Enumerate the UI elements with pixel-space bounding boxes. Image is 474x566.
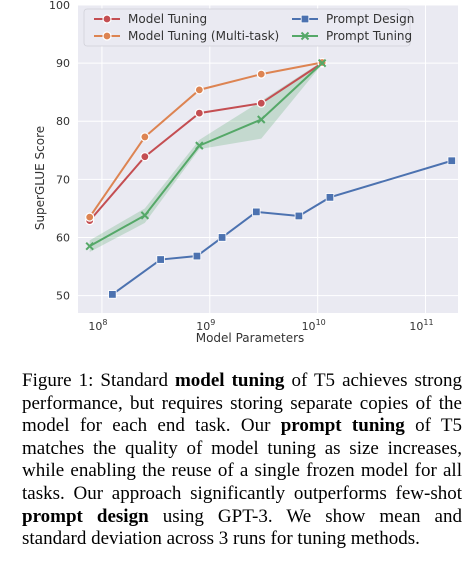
caption-lead: Figure 1: Standard xyxy=(22,370,175,391)
legend-label-prompt-design: Prompt Design xyxy=(326,12,414,26)
legend-marker-model-tuning xyxy=(102,14,112,24)
y-tick-label: 80 xyxy=(56,115,70,128)
prompt-tuning-point xyxy=(85,241,94,251)
y-axis-label: SuperGLUE Score xyxy=(33,126,47,230)
legend-label-model-tuning-multi-task: Model Tuning (Multi-task) xyxy=(128,29,279,43)
series-markers xyxy=(85,57,456,299)
prompt-design-point xyxy=(325,193,335,202)
prompt-tuning-point xyxy=(317,58,327,68)
prompt-design-point xyxy=(156,255,165,264)
caption-part2: of T5 achieves strong performance, but r… xyxy=(22,370,462,437)
grid xyxy=(78,4,458,313)
x-tick-labels: 108 109 1010 1011 xyxy=(88,318,433,333)
y-tick-labels: 50 60 70 80 90 100 xyxy=(49,0,70,303)
caption-bold-prompt-tuning: prompt tuning xyxy=(280,415,405,437)
x-tick-label: 108 xyxy=(88,318,107,333)
prompt-tuning-point-stroke xyxy=(195,141,204,150)
chart: 50 60 70 80 90 100 108 109 1010 1011 Model Param… xyxy=(33,0,458,345)
std-bands xyxy=(89,61,323,252)
prompt-tuning-point-stroke xyxy=(257,115,266,124)
x-tick-label: 1010 xyxy=(302,318,326,333)
model-tuning-multi-task-point xyxy=(85,212,95,222)
x-tick-label: 109 xyxy=(196,318,215,333)
legend-box xyxy=(83,8,411,47)
model-tuning-point xyxy=(140,152,150,162)
legend-marker-prompt-tuning-stroke xyxy=(300,31,310,41)
y-tick-label: 90 xyxy=(56,57,70,70)
legend-marker-prompt-design xyxy=(300,14,310,24)
model-tuning-multi-task-point xyxy=(140,132,150,142)
caption-bold-model-tuning: model tuning xyxy=(174,370,285,391)
figure-caption: Figure 1: Standard model tuning of T5 ac… xyxy=(22,370,462,551)
prompt-tuning-point-stroke xyxy=(85,241,94,251)
model-tuning-multi-task-point xyxy=(256,69,266,79)
model-tuning-point xyxy=(256,98,266,108)
x-tick-label: 1011 xyxy=(409,318,433,333)
prompt-design-point xyxy=(294,211,304,221)
model-tuning-multi-task-point xyxy=(194,85,204,95)
prompt-tuning-band xyxy=(89,61,323,252)
prompt-design-line xyxy=(111,159,453,296)
prompt-design-point xyxy=(217,233,227,242)
legend-marker-model-tuning-multi-task xyxy=(102,31,112,41)
prompt-design-point xyxy=(192,251,202,261)
legend-label-prompt-tuning: Prompt Tuning xyxy=(326,29,412,43)
prompt-tuning-point-stroke xyxy=(140,211,150,220)
y-tick-label: 70 xyxy=(56,173,70,186)
prompt-design-point xyxy=(108,290,117,299)
plot-background xyxy=(78,5,458,313)
prompt-design-point xyxy=(252,207,261,217)
legend: Model Tuning Model Tuning (Multi-task) Pro… xyxy=(83,8,414,47)
caption-part3: of T5 matches the quality of model tunin… xyxy=(22,415,462,504)
legend-label-model-tuning: Model Tuning xyxy=(128,12,207,26)
prompt-tuning-point xyxy=(195,141,204,150)
prompt-design-point xyxy=(447,156,456,165)
prompt-tuning-point xyxy=(140,211,150,220)
x-axis-label: Model Parameters xyxy=(196,331,305,345)
y-tick-label: 100 xyxy=(49,0,70,12)
caption-bold-prompt-design: prompt design xyxy=(22,505,149,527)
model-tuning-point xyxy=(194,108,204,118)
y-tick-label: 50 xyxy=(56,290,70,303)
caption-part4: using GPT-3. We show mean and standard d… xyxy=(22,505,462,550)
prompt-tuning-point-stroke xyxy=(317,58,327,68)
legend-marker-prompt-tuning xyxy=(300,31,310,41)
prompt-tuning-point xyxy=(257,115,266,124)
y-tick-label: 60 xyxy=(56,231,70,244)
